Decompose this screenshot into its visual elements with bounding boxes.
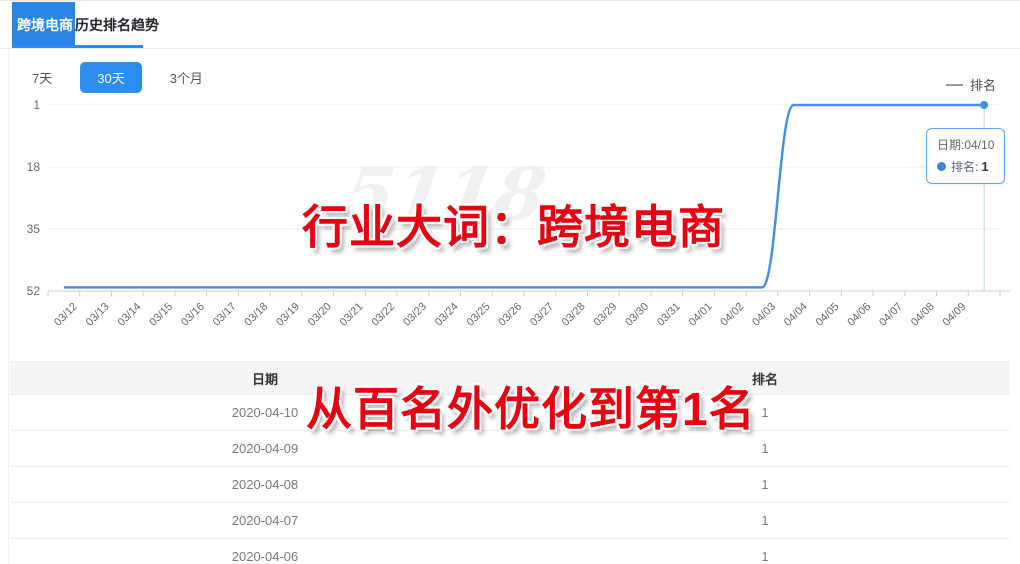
- time-range-filter-group: 7天 30天 3个月: [28, 61, 207, 93]
- y-axis-label: 35: [27, 222, 41, 236]
- ranking-table: 日期 排名 2020-04-10 1 2020-04-09 1 2020-04-08 1 2…: [10, 361, 1010, 564]
- x-axis-label: 03/27: [528, 301, 556, 329]
- x-axis-label: 04/08: [909, 301, 937, 329]
- date-cell: 2020-04-07: [231, 513, 299, 528]
- date-cell: 2020-04-06: [231, 549, 299, 564]
- x-axis-label: 03/23: [401, 301, 429, 329]
- x-axis-label: 03/18: [242, 301, 270, 329]
- tab-bar: 跨境电商 历史排名趋势: [0, 1, 1020, 49]
- legend-line-icon: [945, 83, 963, 86]
- chart-annotation-text: 行业大词：跨境电商: [302, 201, 725, 253]
- tab-history-rank-trend[interactable]: 跨境电商 历史排名趋势: [12, 1, 159, 48]
- rank-cell: 1: [761, 513, 769, 528]
- x-axis-label: 03/24: [433, 301, 461, 329]
- chart-tooltip: 日期:04/10 排名: 1: [926, 128, 1006, 184]
- x-axis-label: 03/29: [592, 301, 620, 329]
- x-axis-label: 03/14: [116, 301, 144, 329]
- x-axis-label: 03/15: [147, 301, 175, 329]
- x-axis-label: 03/21: [338, 301, 366, 329]
- rank-cell: 1: [761, 477, 769, 492]
- date-cell: 2020-04-09: [231, 441, 299, 456]
- filter-7-days[interactable]: 7天: [32, 70, 53, 86]
- page-edge-divider: [8, 49, 9, 564]
- x-axis-label: 03/26: [496, 301, 524, 329]
- highlighted-data-point[interactable]: [980, 101, 989, 109]
- x-axis-label: 03/19: [274, 301, 302, 329]
- x-axis-label: 03/25: [465, 301, 493, 329]
- table-row: 2020-04-09 1: [10, 431, 1010, 467]
- legend-series-label: 排名: [969, 78, 996, 93]
- x-axis-label: 04/05: [814, 301, 842, 329]
- x-axis-label: 03/31: [655, 301, 683, 329]
- x-axis-label: 04/03: [750, 301, 778, 329]
- rank-cell: 1: [761, 405, 769, 420]
- keyword-highlighted-text: 跨境电商: [12, 1, 75, 48]
- date-cell: 2020-04-10: [231, 405, 299, 420]
- table-row: 2020-04-06 1: [10, 539, 1010, 564]
- x-axis-label: 03/30: [623, 301, 651, 329]
- x-axis-label: 03/28: [560, 301, 588, 329]
- tooltip-rank-label: 排名:: [951, 160, 979, 174]
- active-tab-indicator: [12, 45, 143, 48]
- x-axis-label: 03/13: [84, 301, 112, 329]
- date-cell: 2020-04-08: [231, 477, 299, 492]
- rank-cell: 1: [761, 549, 769, 564]
- x-axis-label: 04/09: [941, 301, 969, 329]
- x-axis-label: 04/01: [687, 301, 715, 329]
- tooltip-date: 日期:04/10: [937, 138, 995, 152]
- table-header-row: 日期 排名: [10, 362, 1010, 395]
- x-axis-label: 03/17: [211, 301, 239, 329]
- table-annotation-text: 从百名外优化到第1名: [306, 383, 756, 435]
- filter-30-days[interactable]: 30天: [80, 61, 142, 93]
- tooltip-rank-row: 排名: 1: [937, 158, 994, 175]
- tooltip-rank-value: 1: [981, 159, 989, 174]
- x-axis-label: 03/22: [369, 301, 397, 329]
- x-axis-label: 03/20: [306, 301, 334, 329]
- column-header-date: 日期: [251, 371, 278, 387]
- table-body: 2020-04-10 1 2020-04-09 1 2020-04-08 1 2020-04…: [10, 395, 1010, 564]
- series-dot-icon: [937, 162, 946, 171]
- x-axis-label: 04/07: [877, 301, 905, 329]
- filter-3-months[interactable]: 3个月: [169, 70, 203, 86]
- x-axis-label: 03/16: [179, 301, 207, 329]
- chart-legend[interactable]: 排名: [945, 75, 996, 94]
- tab-title: 历史排名趋势: [75, 16, 159, 33]
- rank-line-series: [63, 103, 985, 289]
- x-axis-label: 03/12: [52, 301, 80, 329]
- y-axis-label: 1: [33, 98, 40, 112]
- x-axis-label: 04/06: [845, 301, 873, 329]
- x-axis-label: 04/02: [718, 301, 746, 329]
- column-header-rank: 排名: [751, 371, 778, 387]
- table-row: 2020-04-08 1: [10, 467, 1010, 503]
- y-axis-label: 18: [27, 160, 41, 174]
- table-row: 2020-04-10 1: [10, 395, 1010, 431]
- table-row: 2020-04-07 1: [10, 503, 1010, 539]
- rank-cell: 1: [761, 441, 769, 456]
- y-axis-label: 52: [27, 284, 41, 298]
- x-axis-label: 04/04: [782, 301, 810, 329]
